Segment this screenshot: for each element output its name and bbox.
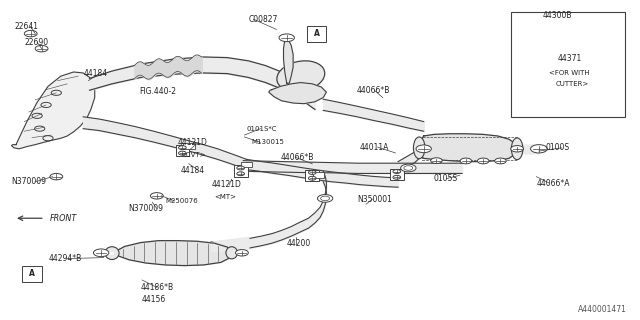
- Circle shape: [237, 172, 244, 176]
- Circle shape: [179, 151, 186, 155]
- Circle shape: [279, 34, 294, 42]
- Ellipse shape: [226, 247, 237, 259]
- Bar: [176, 145, 189, 156]
- Circle shape: [308, 176, 316, 180]
- Text: 44371: 44371: [558, 54, 582, 63]
- Bar: [241, 162, 252, 167]
- Circle shape: [416, 145, 431, 153]
- Polygon shape: [269, 83, 326, 104]
- Circle shape: [237, 166, 244, 170]
- Text: 44184: 44184: [181, 166, 205, 175]
- Bar: [511, 12, 625, 117]
- Circle shape: [93, 249, 109, 257]
- Text: 22690: 22690: [24, 38, 49, 47]
- Text: <CVT>: <CVT>: [180, 152, 206, 158]
- Bar: [22, 266, 42, 282]
- Text: FIG.440-2: FIG.440-2: [140, 87, 177, 96]
- Text: A440001471: A440001471: [579, 305, 627, 314]
- Circle shape: [179, 146, 186, 149]
- Circle shape: [35, 45, 48, 52]
- Text: 44186*B: 44186*B: [141, 283, 174, 292]
- Circle shape: [393, 175, 401, 179]
- Bar: [422, 137, 517, 160]
- Circle shape: [150, 193, 163, 199]
- Text: 44066*A: 44066*A: [536, 179, 570, 188]
- Circle shape: [511, 146, 524, 152]
- Text: CUTTER>: CUTTER>: [556, 81, 589, 87]
- Polygon shape: [417, 134, 517, 162]
- Text: 22641: 22641: [14, 22, 38, 31]
- Circle shape: [308, 171, 316, 174]
- Text: 44121D: 44121D: [211, 180, 241, 189]
- Text: A: A: [314, 29, 320, 38]
- Bar: [307, 26, 326, 42]
- Polygon shape: [284, 39, 293, 83]
- Circle shape: [24, 30, 37, 37]
- Circle shape: [50, 173, 63, 180]
- Polygon shape: [112, 241, 234, 266]
- Text: 44066*B: 44066*B: [280, 153, 314, 162]
- Ellipse shape: [413, 137, 425, 159]
- Ellipse shape: [277, 61, 324, 92]
- Text: 0100S: 0100S: [545, 143, 570, 152]
- Text: N350001: N350001: [357, 195, 392, 204]
- Text: 0101S*C: 0101S*C: [246, 126, 277, 132]
- Text: 44066*B: 44066*B: [357, 86, 390, 95]
- Circle shape: [236, 250, 248, 256]
- Bar: [305, 170, 319, 181]
- Text: <FOR WITH: <FOR WITH: [549, 70, 589, 76]
- Ellipse shape: [511, 138, 523, 160]
- Polygon shape: [12, 72, 95, 149]
- Circle shape: [317, 195, 333, 202]
- Circle shape: [477, 158, 489, 164]
- Bar: [234, 165, 248, 177]
- Text: A: A: [29, 269, 35, 278]
- Text: FRONT: FRONT: [50, 214, 77, 223]
- Bar: [307, 29, 321, 42]
- Text: N370009: N370009: [12, 177, 47, 186]
- Text: 44200: 44200: [287, 239, 311, 248]
- Circle shape: [431, 158, 442, 164]
- Text: 0105S: 0105S: [434, 174, 458, 183]
- Text: 44156: 44156: [142, 295, 166, 304]
- Text: A: A: [311, 31, 317, 40]
- Bar: [183, 143, 195, 149]
- Circle shape: [531, 145, 547, 153]
- Bar: [390, 169, 404, 180]
- Circle shape: [393, 170, 401, 173]
- Text: 44294*B: 44294*B: [49, 254, 82, 263]
- Text: 44011A: 44011A: [360, 143, 389, 152]
- Circle shape: [495, 158, 506, 164]
- Text: M130015: M130015: [252, 140, 284, 145]
- Circle shape: [460, 158, 472, 164]
- Ellipse shape: [105, 247, 119, 260]
- Text: M250076: M250076: [165, 198, 198, 204]
- Circle shape: [401, 164, 416, 172]
- Text: N370009: N370009: [128, 204, 163, 213]
- Text: 44300B: 44300B: [543, 11, 572, 20]
- Text: 44184: 44184: [83, 69, 108, 78]
- Text: <MT>: <MT>: [214, 194, 236, 200]
- Text: 44121D: 44121D: [178, 138, 208, 147]
- Text: C00827: C00827: [248, 15, 278, 24]
- Bar: [313, 172, 324, 178]
